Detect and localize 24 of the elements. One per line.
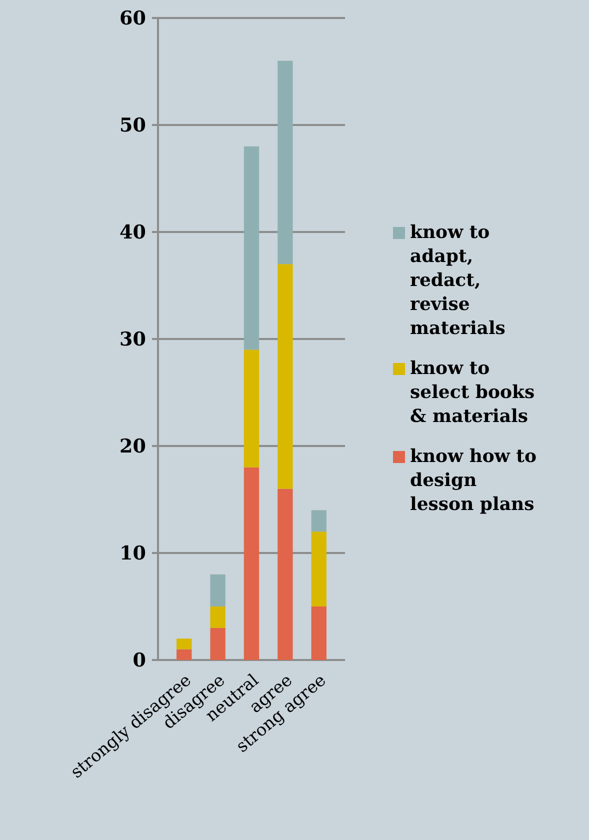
bar: [210, 606, 226, 628]
bar: [176, 649, 192, 660]
bar: [278, 264, 293, 489]
y-tick-label: 0: [132, 650, 146, 672]
y-tick-label: 10: [120, 542, 146, 565]
bar: [278, 60, 293, 264]
bar: [244, 146, 260, 350]
bar: [244, 350, 260, 468]
bar: [311, 532, 326, 606]
bar: [210, 628, 226, 660]
y-tick-label: 40: [120, 222, 146, 244]
bar: [210, 574, 226, 606]
bar: [311, 606, 326, 660]
bar: [278, 488, 293, 660]
legend-label: know to adapt, redact, revise materials: [410, 222, 506, 339]
legend-label: know how to design lesson plans: [410, 446, 537, 515]
legend-label: know to select books & materials: [410, 358, 535, 427]
bar: [244, 467, 260, 660]
bar: [311, 510, 326, 532]
bar: [176, 638, 192, 650]
y-tick-label: 50: [120, 114, 146, 137]
y-tick-label: 20: [120, 436, 146, 458]
y-tick-label: 30: [120, 328, 146, 351]
y-tick-label: 60: [120, 8, 146, 30]
